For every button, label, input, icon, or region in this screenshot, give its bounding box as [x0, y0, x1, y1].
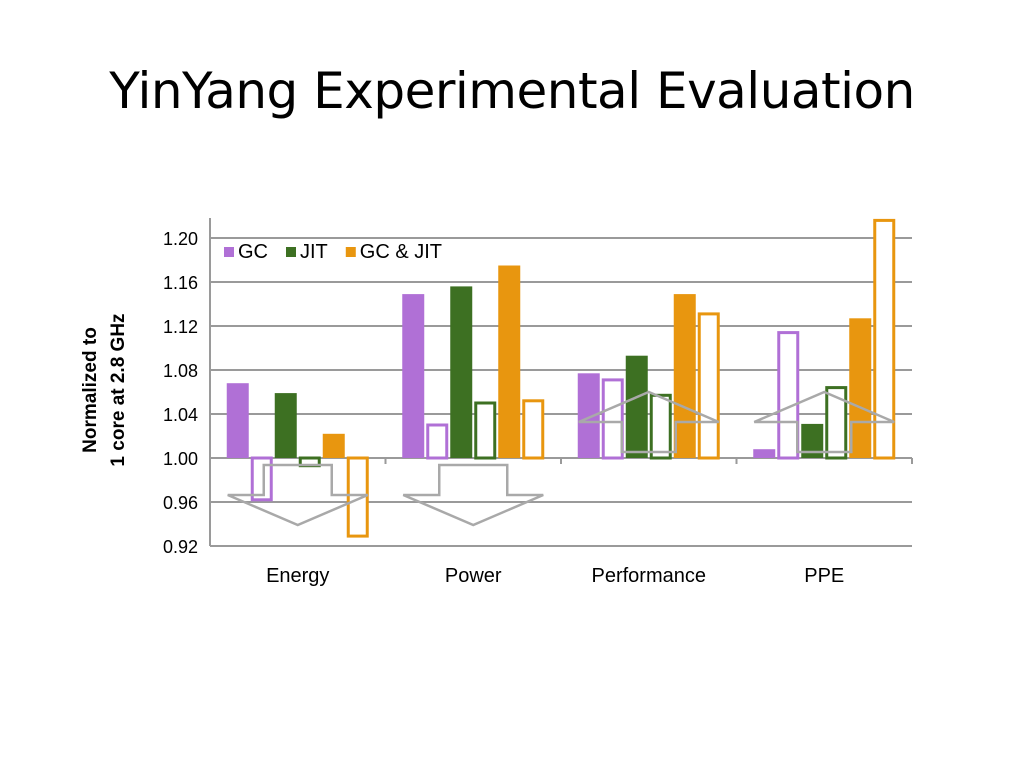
- legend-swatch: [224, 247, 234, 257]
- bar-gc-power: [402, 294, 425, 458]
- bar-gc-ppe: [753, 449, 776, 458]
- legend-label: JIT: [300, 241, 328, 263]
- y-tick-label: 0.96: [163, 493, 198, 513]
- legend: GC JIT GC & JIT: [224, 241, 442, 263]
- bar-jit-ppe: [801, 423, 824, 458]
- y-axis-label-line: Normalized to: [80, 327, 101, 453]
- bar-jit-power: [450, 286, 473, 458]
- bar-gc-jit-energy: [322, 433, 345, 458]
- arrow-down-icon: [402, 463, 544, 527]
- bars: [226, 218, 896, 538]
- axes: [209, 218, 913, 546]
- bar-outline-1-performance: [601, 378, 624, 460]
- bar-outline-5-power: [522, 399, 545, 460]
- bar-outline-1-ppe: [777, 331, 800, 460]
- y-tick-label: 1.16: [163, 273, 198, 293]
- bar-gc-jit-power: [498, 265, 521, 458]
- bar-outline-3-ppe: [825, 386, 848, 460]
- y-axis-label: Normalized to 1 core at 2.8 GHz: [80, 313, 129, 466]
- bar-outline-5-performance: [697, 312, 720, 460]
- category-label: Power: [445, 565, 502, 587]
- y-axis-label-line: 1 core at 2.8 GHz: [108, 313, 129, 466]
- arrow-annotations: [227, 390, 895, 527]
- arrow-up-icon: [753, 390, 895, 454]
- y-tick-label: 1.08: [163, 361, 198, 381]
- category-label: Performance: [592, 565, 707, 587]
- category-label: PPE: [804, 565, 844, 587]
- category-label: Energy: [266, 565, 329, 587]
- bar-outline-3-power: [474, 401, 497, 460]
- grid-lines: [210, 237, 912, 547]
- bar-outline-5-ppe: [873, 218, 896, 460]
- bar-gc-performance: [577, 373, 600, 458]
- legend-label: GC: [238, 241, 268, 263]
- slide-title: YinYang Experimental Evaluation: [109, 62, 915, 120]
- bar-outline-5-energy: [346, 456, 369, 538]
- y-tick-label: 1.00: [163, 449, 198, 469]
- y-tick-label: 0.92: [163, 537, 198, 557]
- y-tick-label: 1.04: [163, 405, 198, 425]
- y-tick-label: 1.12: [163, 317, 198, 337]
- bar-outline-1-energy: [250, 456, 273, 502]
- legend-swatch: [286, 247, 296, 257]
- arrow-up-icon: [578, 390, 720, 454]
- legend-swatch: [345, 247, 356, 257]
- bar-gc-energy: [226, 383, 249, 458]
- bar-outline-1-power: [426, 423, 449, 460]
- bar-jit-energy: [274, 393, 297, 458]
- bar-gc-jit-performance: [673, 294, 696, 458]
- y-tick-label: 1.20: [163, 229, 198, 249]
- arrow-down-icon: [227, 463, 369, 527]
- legend-label: GC & JIT: [360, 241, 442, 263]
- bar-gc-jit-ppe: [849, 318, 872, 458]
- y-tick-labels: 0.92 0.96 1.00 1.04 1.08 1.12 1.16 1.20: [163, 229, 198, 557]
- category-labels: Energy Power Performance PPE: [266, 565, 844, 587]
- bar-outline-3-performance: [649, 393, 672, 460]
- bar-jit-performance: [625, 355, 648, 458]
